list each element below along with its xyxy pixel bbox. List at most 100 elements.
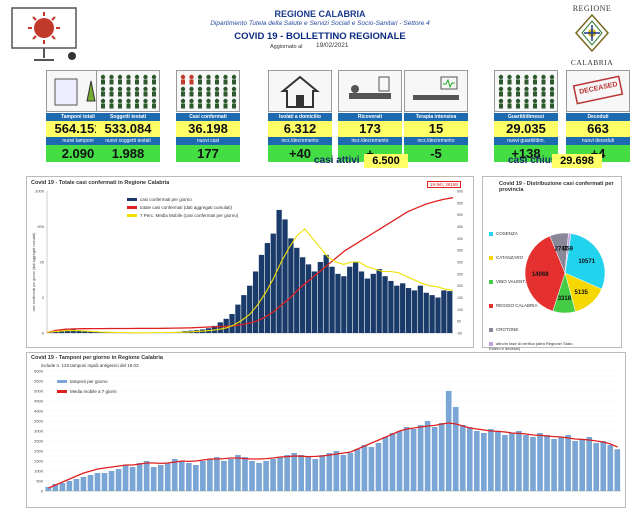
tests-bar [115,469,122,491]
daily-case-bar [282,219,288,333]
card-sub-label: nuovi guariti/dim. [494,137,558,145]
tests-bar [270,459,276,491]
tests-bar [614,449,621,491]
card-label: Soggetti testati [96,113,160,121]
legend-reggio: REGGIO CALABRIA [489,303,538,308]
y-tick-left-label: 20 [40,260,45,265]
tests-bar [558,437,564,491]
legend-cosenza: COSENZA [489,231,518,236]
tests-bar [256,463,262,491]
legend-tests-per-day: tamponi per giorno [57,379,108,384]
tests-bar [368,447,375,491]
card-label: Tamponi totali [46,113,110,121]
tests-bar [228,459,234,491]
card-delta: -5 [404,145,468,162]
tests-bar [382,437,389,491]
card-delta: 177 [176,145,240,162]
tests-bar [94,473,101,491]
tests-bar [157,465,164,491]
tests-bar [108,471,115,491]
daily-case-bar [235,304,241,333]
tests-bar [164,463,171,491]
card-label: Terapia intensiva [404,113,468,121]
tests-bar [523,435,529,491]
tests-bar [410,429,417,491]
legend-catanzaro: CATANZARO [489,255,523,260]
daily-case-bar [64,330,70,333]
closed-cases-value: 29.698 [552,154,602,168]
daily-case-bar [441,290,447,333]
people-grid-icon [96,70,160,112]
y-tick-label: 1500 [34,459,44,464]
card-value: 36.198 [176,121,240,137]
tests-bar [593,443,600,491]
tests-bar [586,437,593,491]
bulletin-date: 19/02/2021 [316,42,349,49]
daily-case-bar [341,276,347,333]
tests-bar [312,459,319,491]
hospital-bed-icon [338,70,402,112]
pie-slice [524,235,566,312]
legend-daily-cases: casi confermati per giorno [127,197,192,202]
legend-moving-avg: 7 Perc. Media Mobile (casi confermati pe… [127,213,238,218]
daily-case-bar [264,243,270,333]
y-tick-right-label: 50 [457,320,461,324]
pie-slice-label: 2747 [555,247,569,253]
daily-case-bar [217,322,223,333]
tests-bar [509,433,515,491]
y-tick-right-label: 550 [457,201,463,205]
tests-bar [143,461,150,491]
province-pie-panel: Covid 19 - Distribuzione casi confermati… [482,176,622,351]
pie-slice [564,232,572,274]
tests-bar [361,445,368,491]
tests-bar [277,457,283,491]
tests-bar [473,431,480,491]
cases-chart-panel: Covid 19 - Totale casi confermati in Reg… [26,176,474,348]
stat-card: Tamponi totali 564.151 nuovi tamponi 2.090 [46,70,110,165]
daily-case-bar [252,271,259,333]
region-logo: REGIONE CALABRIA [562,4,622,67]
tests-chart-title: Covid 19 - Tamponi per giorno in Regione… [31,355,163,361]
stat-card: Guariti/dimessi 29.035 nuovi guariti/dim. +… [494,70,558,165]
card-sub-label: nuovi tamponi [46,137,110,145]
legend-vibo: VIBO VALENTIA [489,279,529,284]
virus-presentation-icon [11,7,77,61]
pie-slice-label: 5135 [575,290,589,296]
tests-bar [66,481,73,491]
card-delta: 2.090 [46,145,110,162]
card-value: 663 [566,121,630,137]
daily-case-bar [335,273,341,333]
tests-chart: 0 500 1000 1500 2000 2500 3000 3500 4000 4500 5000… [34,369,621,494]
daily-case-bar [447,291,453,333]
daily-case-bar [52,331,59,333]
recovered-icon [494,70,558,112]
y-tick-left-label: 0 [42,331,45,336]
updated-label: Aggiornato al [270,44,303,50]
tests-bar [291,453,297,491]
y-tick-label: 500 [36,479,43,484]
logo-text-bottom: CALABRIA [570,58,614,67]
daily-case-bar [429,295,435,333]
y-tick-label: 1000 [34,469,44,474]
tests-bar [221,461,227,491]
daily-case-bar [317,262,323,333]
daily-case-bar [247,285,253,333]
tests-bar [445,391,452,491]
tests-bar [431,427,438,491]
tests-bar [122,465,129,491]
y-tick-label: 6000 [34,369,44,374]
tests-bar [319,455,326,491]
tests-bar [193,465,199,491]
pie-slice-label: 359 [563,246,574,252]
card-delta: +40 [268,145,332,162]
tests-bar [459,425,466,491]
cumulative-line [46,197,454,334]
daily-case-bar [411,290,418,333]
tests-bar [389,433,396,491]
daily-case-bar [70,329,76,333]
tests-bar [488,429,494,491]
tests-bar [200,461,206,491]
tests-bar [537,433,543,491]
